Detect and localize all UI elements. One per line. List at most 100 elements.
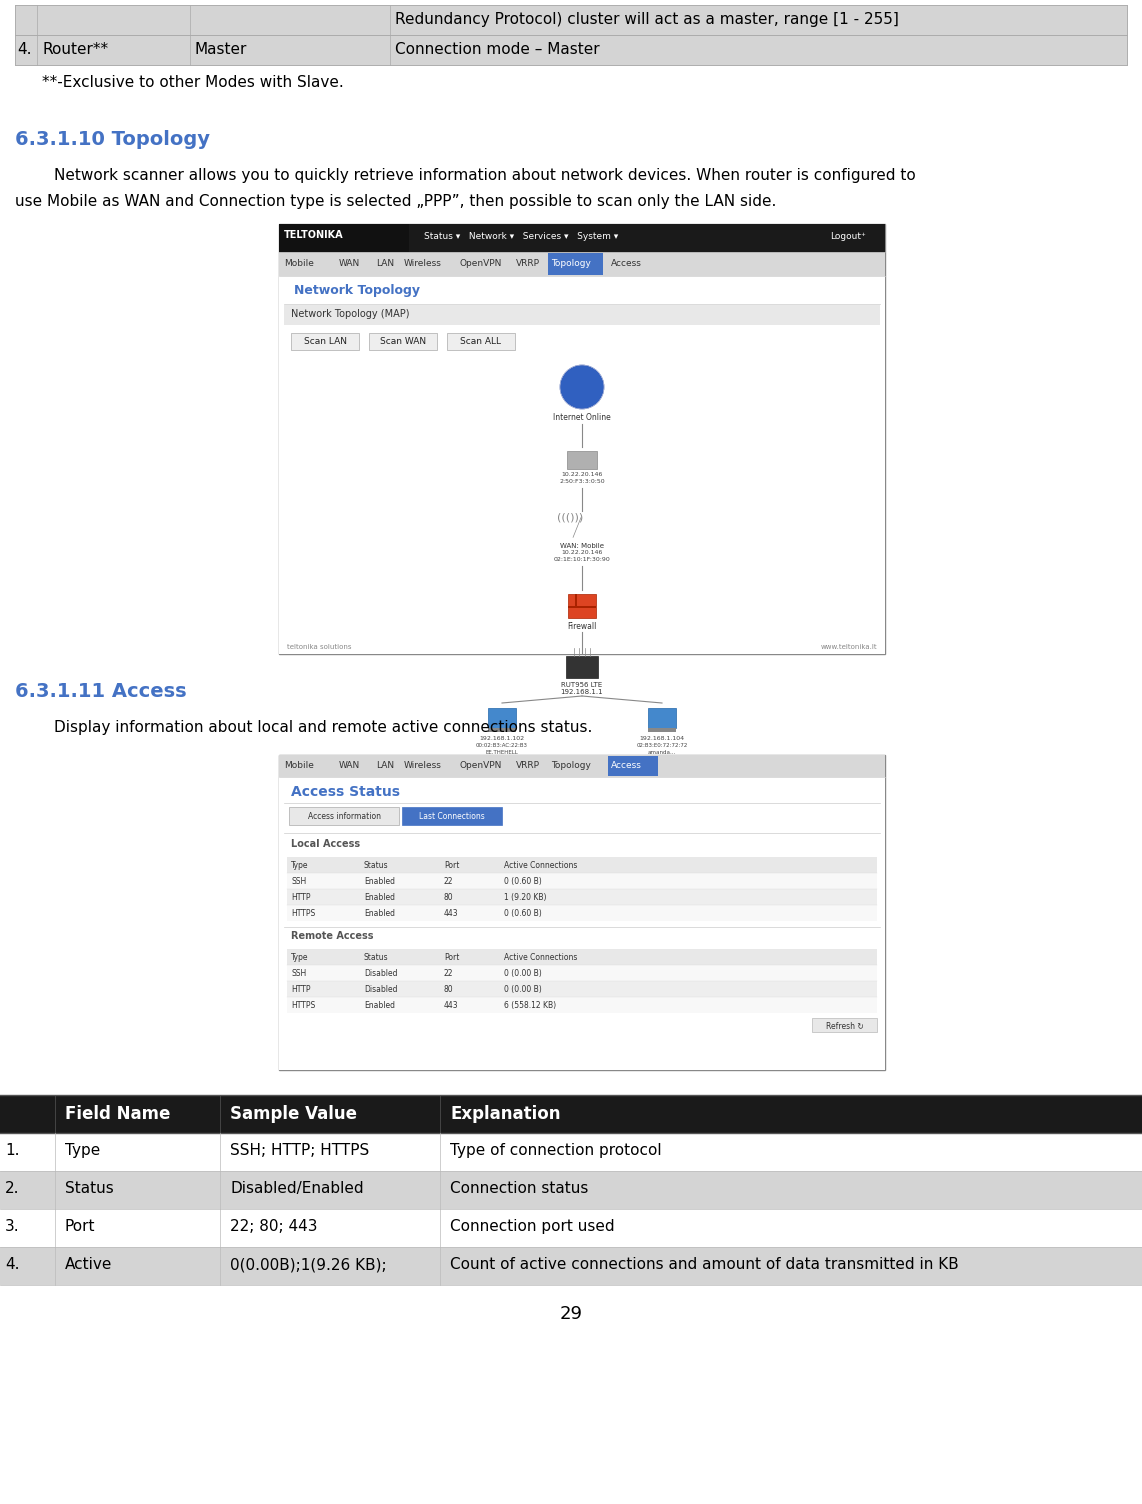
Text: Remote Access: Remote Access: [291, 931, 373, 942]
Text: Type of connection protocol: Type of connection protocol: [450, 1143, 661, 1158]
Bar: [279, 778, 885, 1069]
Bar: [608, 757, 658, 776]
Text: HTTPS: HTTPS: [291, 908, 315, 917]
Text: Scan WAN: Scan WAN: [380, 337, 426, 346]
Bar: [289, 808, 399, 826]
Bar: [488, 708, 516, 728]
Text: 192.168.1.104: 192.168.1.104: [640, 735, 684, 741]
Bar: [287, 981, 877, 997]
Bar: [279, 224, 885, 253]
Bar: [287, 997, 877, 1014]
Bar: [648, 728, 676, 732]
Text: Port: Port: [65, 1220, 96, 1233]
Bar: [284, 305, 880, 325]
Text: 1.: 1.: [5, 1143, 19, 1158]
Text: WAN: Mobile: WAN: Mobile: [560, 543, 604, 549]
Text: 22: 22: [444, 877, 453, 886]
Text: 80: 80: [444, 985, 453, 994]
Text: Network Topology: Network Topology: [293, 284, 420, 296]
Text: EE.THEHELL: EE.THEHELL: [485, 750, 518, 755]
Text: Last Connections: Last Connections: [419, 812, 485, 821]
Text: 4.: 4.: [17, 42, 32, 57]
Bar: [287, 872, 877, 889]
Bar: [279, 224, 885, 654]
Bar: [568, 606, 596, 608]
Text: Topology: Topology: [550, 761, 590, 770]
Circle shape: [560, 365, 604, 409]
Text: Network Topology (MAP): Network Topology (MAP): [291, 308, 410, 319]
Bar: [648, 708, 676, 728]
Text: Sample Value: Sample Value: [230, 1105, 357, 1123]
Text: HTTPS: HTTPS: [291, 1002, 315, 1011]
Text: SSH; HTTP; HTTPS: SSH; HTTP; HTTPS: [230, 1143, 369, 1158]
Text: 443: 443: [444, 1002, 459, 1011]
Bar: [287, 949, 877, 966]
Bar: [287, 905, 877, 920]
Bar: [15, 5, 1127, 35]
Bar: [566, 656, 598, 678]
Text: LAN: LAN: [376, 259, 394, 268]
Text: Access information: Access information: [307, 812, 380, 821]
Bar: [279, 253, 885, 277]
Text: Logout⁺: Logout⁺: [830, 232, 866, 241]
Text: Type: Type: [291, 860, 308, 869]
Text: amanda...: amanda...: [648, 750, 676, 755]
Text: Status: Status: [364, 860, 388, 869]
Bar: [447, 332, 515, 350]
Bar: [287, 857, 877, 872]
Text: Scan LAN: Scan LAN: [304, 337, 346, 346]
Text: 2.: 2.: [5, 1181, 19, 1196]
Text: ((())): ((())): [557, 513, 584, 523]
Bar: [568, 594, 596, 618]
Text: Type: Type: [291, 954, 308, 963]
Text: 0 (0.00 B): 0 (0.00 B): [504, 969, 541, 978]
Text: Active: Active: [65, 1257, 112, 1272]
Text: 22; 80; 443: 22; 80; 443: [230, 1220, 317, 1233]
Text: Count of active connections and amount of data transmitted in KB: Count of active connections and amount o…: [450, 1257, 959, 1272]
Bar: [291, 332, 359, 350]
Text: 0 (0.00 B): 0 (0.00 B): [504, 985, 541, 994]
Bar: [566, 451, 597, 469]
Bar: [369, 332, 437, 350]
Text: Mobile: Mobile: [284, 259, 314, 268]
Text: Enabled: Enabled: [364, 893, 395, 902]
Text: Access: Access: [611, 259, 642, 268]
Text: 192.168.1.1: 192.168.1.1: [561, 689, 603, 695]
Bar: [812, 1018, 877, 1032]
Bar: [279, 277, 885, 654]
Bar: [279, 755, 885, 1069]
Text: Status: Status: [65, 1181, 114, 1196]
Bar: [279, 755, 885, 778]
Text: Disabled: Disabled: [364, 985, 397, 994]
Text: RUT956 LTE: RUT956 LTE: [562, 681, 603, 687]
Text: Active Connections: Active Connections: [504, 860, 578, 869]
Text: WAN: WAN: [339, 761, 360, 770]
Bar: [576, 594, 577, 606]
Text: VRRP: VRRP: [516, 259, 540, 268]
Bar: [0, 1209, 1142, 1247]
Text: Wireless: Wireless: [404, 761, 442, 770]
Text: VRRP: VRRP: [516, 761, 540, 770]
Text: 00:02:B3:AC:22:B3: 00:02:B3:AC:22:B3: [476, 743, 528, 747]
Text: Enabled: Enabled: [364, 908, 395, 917]
Text: Network scanner allows you to quickly retrieve information about network devices: Network scanner allows you to quickly re…: [15, 168, 916, 183]
Text: Internet Online: Internet Online: [553, 414, 611, 423]
Text: Status: Status: [364, 954, 388, 963]
Text: Scan ALL: Scan ALL: [460, 337, 501, 346]
Text: Access: Access: [611, 761, 642, 770]
Text: 4.: 4.: [5, 1257, 19, 1272]
Text: 0 (0.60 B): 0 (0.60 B): [504, 908, 541, 917]
Text: Port: Port: [444, 954, 459, 963]
Text: Local Access: Local Access: [291, 839, 360, 848]
Bar: [0, 1172, 1142, 1209]
Text: Display information about local and remote active connections status.: Display information about local and remo…: [15, 720, 593, 735]
Bar: [0, 1247, 1142, 1284]
Bar: [15, 35, 1127, 65]
Text: use Mobile as WAN and Connection type is selected „PPP”, then possible to scan o: use Mobile as WAN and Connection type is…: [15, 194, 777, 209]
Text: 192.168.1.102: 192.168.1.102: [480, 735, 524, 741]
Text: Topology: Topology: [550, 259, 590, 268]
Text: 10.22.20.146: 10.22.20.146: [562, 472, 603, 477]
Text: Mobile: Mobile: [284, 761, 314, 770]
Text: Disabled/Enabled: Disabled/Enabled: [230, 1181, 363, 1196]
Text: 02:1E:10:1F:30:90: 02:1E:10:1F:30:90: [554, 556, 610, 562]
